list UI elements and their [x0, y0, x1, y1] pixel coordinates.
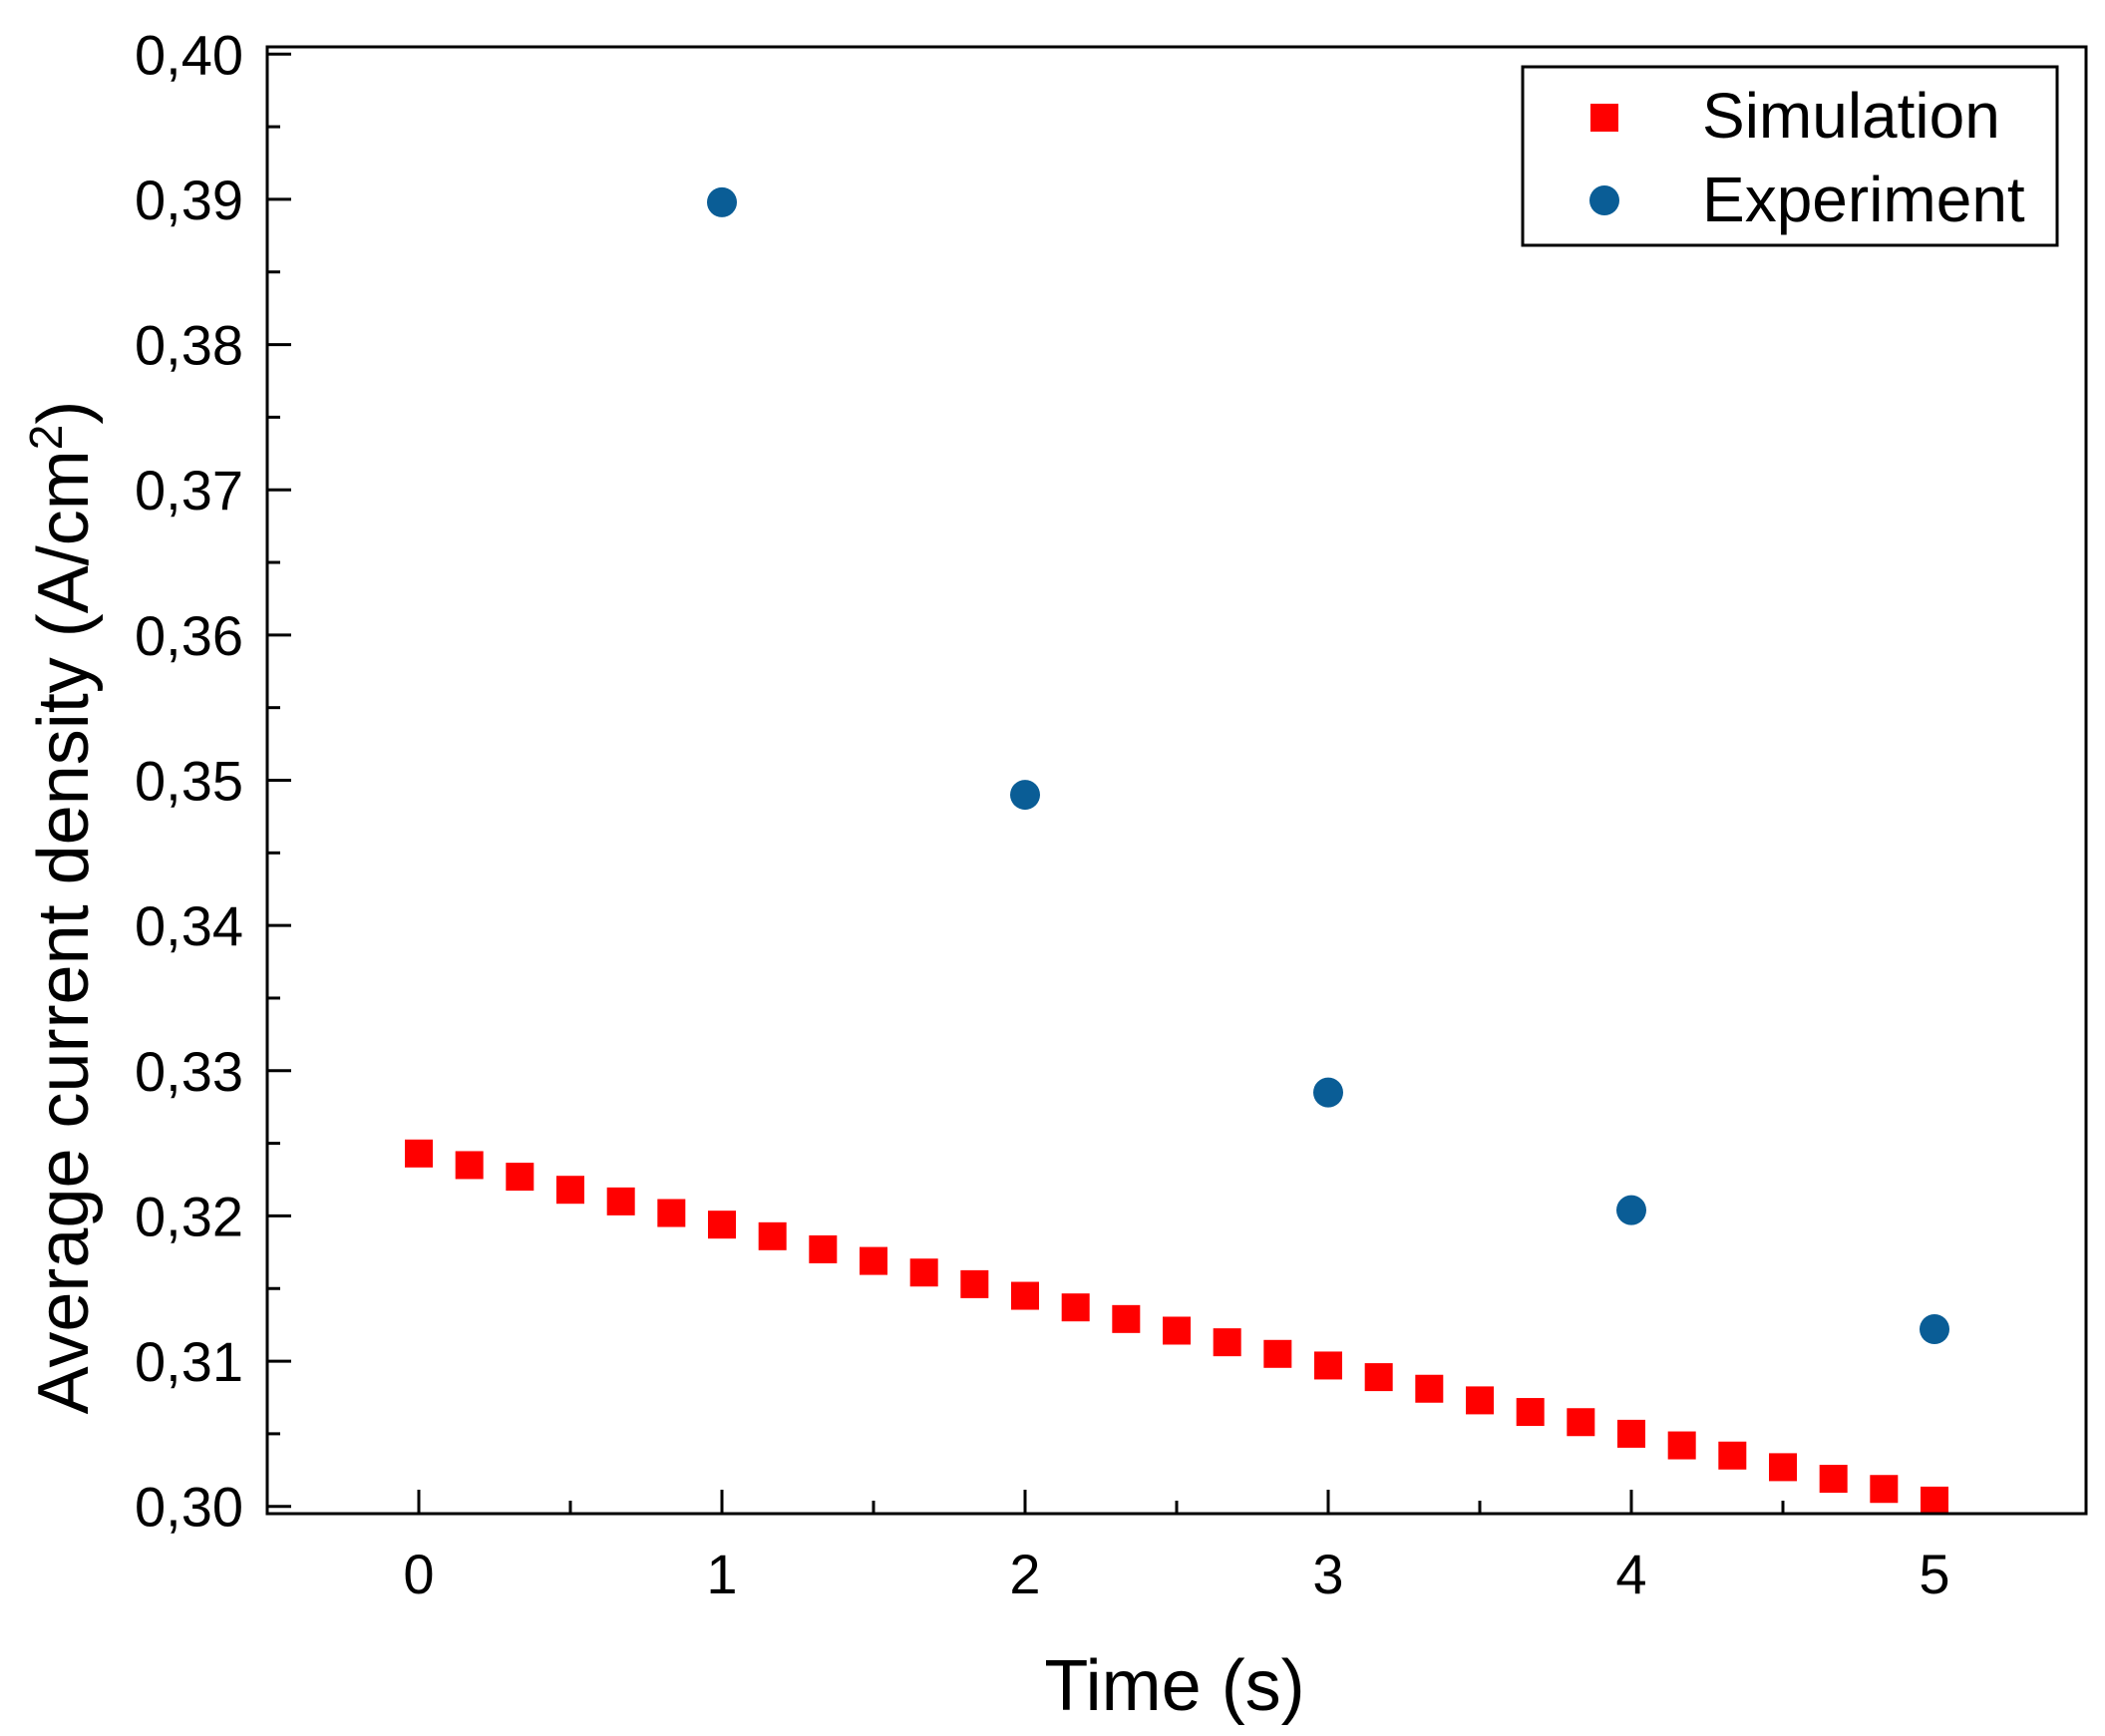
x-tick-label: 2 — [1009, 1543, 1040, 1605]
y-tick-label: 0,32 — [135, 1185, 243, 1247]
simulation-point — [1112, 1304, 1141, 1333]
simulation-point — [1617, 1419, 1645, 1448]
legend-label-experiment: Experiment — [1702, 164, 2025, 235]
simulation-point — [1819, 1465, 1848, 1494]
simulation-point — [405, 1139, 433, 1168]
simulation-point — [1567, 1408, 1595, 1437]
simulation-point — [1364, 1363, 1393, 1392]
simulation-point — [657, 1199, 686, 1227]
y-axis-title: Average current density (A/cm2) — [20, 401, 104, 1415]
legend-box — [1521, 65, 2059, 247]
simulation-point — [960, 1269, 989, 1298]
simulation-point — [1061, 1293, 1090, 1322]
legend: Simulation Experiment — [1521, 65, 2059, 247]
x-tick-label: 4 — [1615, 1543, 1646, 1605]
simulation-point — [708, 1211, 736, 1239]
simulation-point — [1163, 1316, 1191, 1345]
simulation-point — [1516, 1398, 1545, 1427]
simulation-point — [1415, 1374, 1444, 1403]
plot-frame — [265, 45, 2088, 1516]
simulation-point — [1314, 1351, 1342, 1380]
y-axis-title-main: Average current density (A/cm — [24, 450, 104, 1414]
y-tick-label: 0,33 — [135, 1040, 243, 1103]
x-tick-label: 1 — [706, 1543, 737, 1605]
y-axis-title-suffix: ) — [24, 401, 104, 425]
data-marks — [405, 186, 1949, 1515]
simulation-point — [1718, 1441, 1747, 1470]
y-tick-label: 0,37 — [135, 459, 243, 521]
x-tick-label: 3 — [1312, 1543, 1343, 1605]
legend-label-simulation: Simulation — [1702, 80, 2000, 152]
simulation-point — [1769, 1453, 1797, 1482]
y-tick-label: 0,34 — [135, 894, 243, 957]
experiment-point — [1920, 1314, 1949, 1345]
simulation-point — [1466, 1386, 1494, 1415]
simulation-point — [860, 1246, 887, 1275]
simulation-point — [1011, 1281, 1039, 1310]
y-tick-label: 0,30 — [135, 1476, 243, 1539]
y-tick-label: 0,35 — [135, 750, 243, 813]
simulation-point — [1921, 1486, 1948, 1515]
axis-tick-labels: 0 1 2 3 4 5 0,30 0,31 0,32 0,33 0,34 0,35 0,36 0,37 0,… — [135, 23, 1950, 1605]
simulation-point — [909, 1258, 938, 1287]
x-axis-title: Time (s) — [1044, 1646, 1304, 1726]
legend-marker-simulation — [1590, 104, 1618, 132]
x-tick-label: 0 — [403, 1543, 434, 1605]
legend-marker-experiment — [1589, 185, 1619, 215]
simulation-point — [758, 1221, 787, 1250]
simulation-point — [1213, 1328, 1241, 1357]
y-tick-label: 0,31 — [135, 1330, 243, 1393]
experiment-point — [1616, 1195, 1646, 1225]
simulation-point — [809, 1234, 838, 1263]
experiment-point — [1313, 1077, 1343, 1108]
y-axis-title-superscript: 2 — [20, 425, 72, 451]
experiment-point — [1010, 780, 1040, 811]
simulation-point — [455, 1151, 484, 1180]
simulation-point — [1263, 1339, 1292, 1368]
simulation-point — [556, 1176, 584, 1205]
simulation-point — [1667, 1431, 1696, 1460]
x-tick-label: 5 — [1919, 1543, 1949, 1605]
y-tick-label: 0,40 — [135, 23, 243, 86]
y-tick-label: 0,38 — [135, 314, 243, 377]
y-tick-label: 0,39 — [135, 169, 243, 231]
simulation-point — [506, 1163, 534, 1192]
experiment-point — [707, 186, 737, 217]
simulation-point — [1870, 1475, 1899, 1504]
y-tick-label: 0,36 — [135, 604, 243, 667]
simulation-point — [606, 1187, 635, 1215]
